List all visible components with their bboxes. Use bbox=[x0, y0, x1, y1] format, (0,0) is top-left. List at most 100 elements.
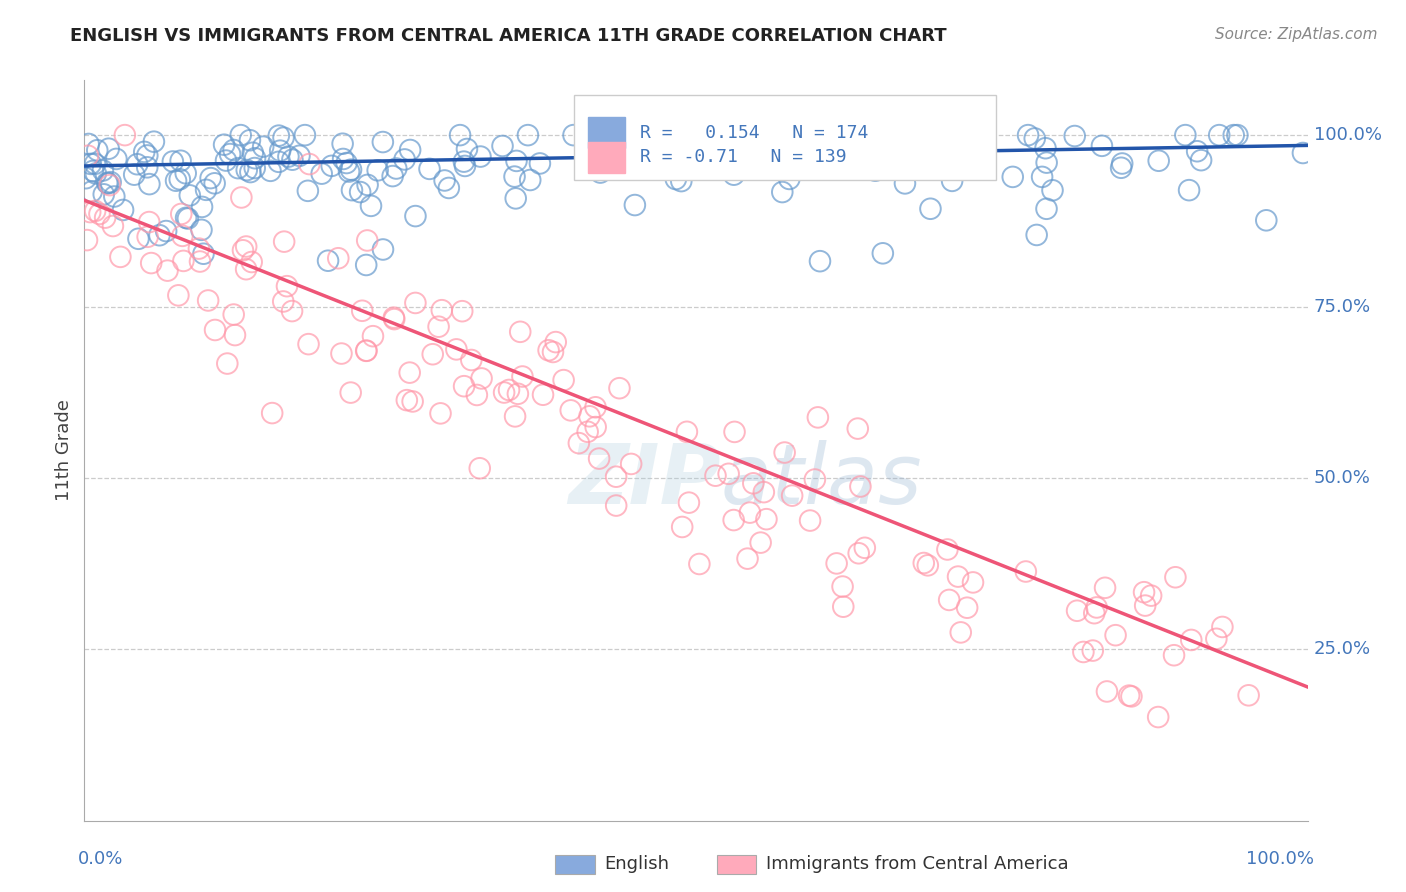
Point bbox=[136, 229, 159, 244]
Point bbox=[1025, 227, 1047, 242]
Point bbox=[332, 152, 354, 166]
Point bbox=[956, 600, 979, 615]
Point bbox=[470, 150, 492, 164]
Point bbox=[239, 165, 262, 179]
Point bbox=[531, 388, 554, 402]
Point bbox=[332, 136, 354, 151]
Point bbox=[177, 211, 200, 226]
Point bbox=[273, 235, 295, 249]
Point bbox=[912, 556, 935, 570]
Point bbox=[723, 425, 745, 439]
Point bbox=[316, 253, 339, 268]
Point bbox=[1035, 141, 1057, 155]
Point bbox=[1226, 128, 1249, 142]
Point bbox=[872, 246, 894, 260]
Point bbox=[1081, 643, 1104, 657]
Point bbox=[148, 228, 170, 243]
Point bbox=[756, 137, 779, 152]
Point bbox=[114, 128, 136, 142]
Point bbox=[136, 161, 159, 175]
Point bbox=[349, 185, 371, 199]
Point bbox=[624, 198, 647, 212]
Point bbox=[1118, 689, 1140, 703]
Point bbox=[1178, 183, 1201, 197]
Point bbox=[589, 165, 612, 179]
Point bbox=[382, 310, 405, 325]
Point bbox=[588, 451, 610, 466]
Point bbox=[1024, 131, 1046, 145]
Point bbox=[846, 136, 869, 151]
Text: 75.0%: 75.0% bbox=[1313, 298, 1371, 316]
Point bbox=[1073, 645, 1095, 659]
Point bbox=[80, 157, 103, 171]
Point bbox=[97, 176, 120, 190]
Text: Immigrants from Central America: Immigrants from Central America bbox=[766, 855, 1069, 873]
Point bbox=[941, 136, 963, 151]
Point bbox=[354, 258, 377, 272]
Text: 0.0%: 0.0% bbox=[79, 850, 124, 868]
Point bbox=[339, 385, 361, 400]
Point bbox=[179, 188, 201, 202]
Point bbox=[103, 189, 125, 203]
Point bbox=[271, 294, 294, 309]
Point bbox=[544, 335, 567, 350]
Point bbox=[537, 343, 560, 358]
Point bbox=[1147, 710, 1170, 724]
Point bbox=[1035, 202, 1057, 216]
Point bbox=[277, 150, 299, 164]
Point bbox=[453, 154, 475, 169]
Point bbox=[454, 159, 477, 173]
Point bbox=[621, 150, 644, 164]
Point bbox=[204, 323, 226, 337]
Point bbox=[848, 546, 870, 560]
Point bbox=[605, 499, 627, 513]
Point bbox=[924, 161, 946, 176]
Point bbox=[1091, 138, 1114, 153]
Point bbox=[962, 575, 984, 590]
Point bbox=[752, 485, 775, 500]
Point bbox=[243, 151, 266, 165]
Point bbox=[505, 191, 527, 205]
Point bbox=[576, 425, 599, 439]
Point bbox=[134, 145, 156, 159]
Point bbox=[80, 185, 103, 199]
Point bbox=[84, 157, 107, 171]
Point bbox=[252, 139, 274, 153]
Point bbox=[381, 169, 404, 183]
Point bbox=[112, 202, 135, 217]
Point bbox=[731, 128, 754, 142]
Point bbox=[465, 388, 488, 402]
Point bbox=[1180, 632, 1202, 647]
Point bbox=[503, 169, 526, 184]
Point bbox=[232, 244, 254, 258]
Point bbox=[79, 205, 101, 219]
Point bbox=[100, 175, 122, 189]
Point bbox=[853, 541, 876, 555]
FancyBboxPatch shape bbox=[574, 95, 995, 180]
Point bbox=[962, 146, 984, 161]
Point bbox=[1164, 570, 1187, 584]
Point bbox=[94, 211, 117, 225]
Point bbox=[685, 133, 707, 147]
Point bbox=[222, 143, 245, 157]
Point bbox=[340, 162, 363, 177]
Point bbox=[1095, 684, 1118, 698]
Point bbox=[949, 625, 972, 640]
Point bbox=[98, 178, 121, 193]
Point bbox=[297, 337, 319, 351]
Text: ENGLISH VS IMMIGRANTS FROM CENTRAL AMERICA 11TH GRADE CORRELATION CHART: ENGLISH VS IMMIGRANTS FROM CENTRAL AMERI… bbox=[70, 27, 946, 45]
Point bbox=[799, 148, 821, 162]
Point bbox=[269, 144, 291, 158]
Point bbox=[437, 181, 460, 195]
Point bbox=[599, 142, 621, 156]
Point bbox=[529, 156, 551, 170]
Point bbox=[367, 163, 389, 178]
Point bbox=[449, 128, 471, 142]
Point bbox=[96, 176, 118, 190]
Point bbox=[1237, 688, 1260, 702]
Text: 100.0%: 100.0% bbox=[1246, 850, 1313, 868]
Point bbox=[1140, 589, 1163, 603]
Point bbox=[846, 421, 869, 435]
Point bbox=[585, 401, 607, 415]
Point bbox=[162, 154, 184, 169]
